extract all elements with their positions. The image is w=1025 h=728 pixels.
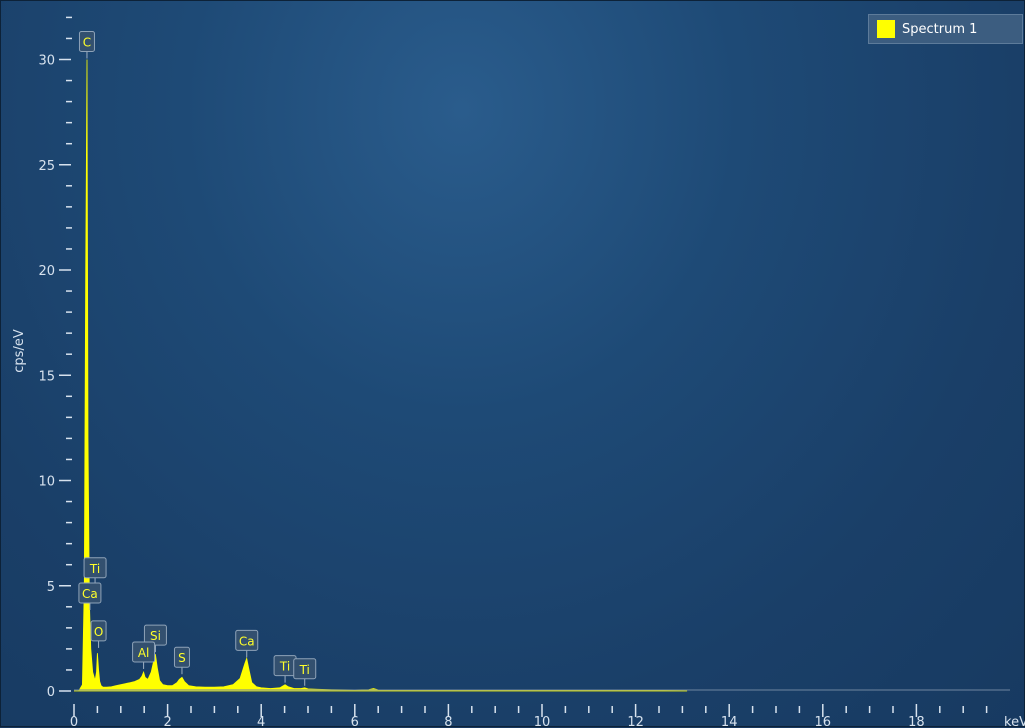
x-tick-label: 8	[444, 715, 452, 728]
peak-label: O	[94, 625, 103, 639]
x-tick-label: 18	[908, 715, 925, 728]
peak-label-box	[143, 624, 167, 646]
peak-label: Si	[150, 629, 161, 643]
peak-label: Ca	[239, 634, 255, 648]
y-tick-label: 30	[38, 54, 55, 69]
peak-label: Ti	[279, 660, 290, 674]
peak-label-box	[293, 658, 317, 680]
peak-label-box	[78, 31, 95, 52]
legend[interactable]: Spectrum 1	[868, 14, 1023, 44]
x-tick-label: 0	[70, 715, 78, 728]
peak-label: Ca	[82, 587, 98, 601]
peak-label-box	[173, 646, 190, 668]
x-tick-label: 16	[815, 715, 832, 728]
x-axis-label: keV	[1004, 715, 1025, 728]
peak-label: Ti	[299, 663, 310, 677]
spectrum-series-1	[74, 59, 688, 692]
peak-label-box	[235, 629, 259, 651]
peak-label: Al	[138, 646, 150, 660]
x-tick-label: 4	[257, 715, 265, 728]
y-tick-label: 25	[38, 159, 55, 174]
peak-label: Ti	[89, 562, 100, 576]
y-tick-label: 10	[38, 475, 55, 490]
x-tick-label: 6	[351, 715, 359, 728]
peak-label: S	[178, 651, 186, 665]
peak-label-box	[90, 620, 107, 642]
x-tick-label: 14	[721, 715, 738, 728]
peak-label-box	[132, 641, 156, 663]
legend-swatch	[877, 20, 895, 38]
peak-label-box	[83, 557, 107, 579]
x-tick-label: 2	[163, 715, 171, 728]
y-tick-label: 15	[38, 369, 55, 384]
peak-label: C	[83, 36, 91, 50]
y-tick-label: 20	[38, 264, 55, 279]
peak-label-box	[78, 582, 102, 604]
y-axis-label: cps/eV	[12, 329, 27, 373]
x-tick-label: 12	[627, 715, 644, 728]
x-tick-label: 10	[534, 715, 551, 728]
legend-label: Spectrum 1	[902, 21, 978, 37]
y-tick-label: 0	[47, 685, 55, 700]
y-tick-label: 5	[47, 580, 55, 595]
